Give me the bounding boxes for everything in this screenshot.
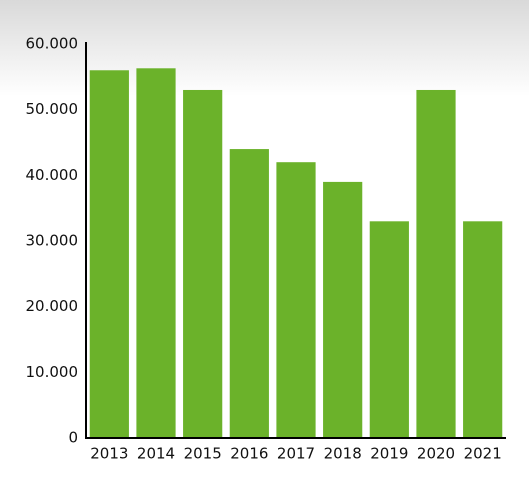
- bar: [136, 68, 176, 439]
- x-tick-label: 2013: [90, 445, 128, 463]
- bar: [323, 181, 363, 438]
- x-tick-label: 2020: [417, 445, 455, 463]
- bar: [229, 149, 269, 439]
- y-tick-label: 60.000: [26, 35, 79, 53]
- bar: [276, 162, 316, 438]
- x-tick-label: 2016: [230, 445, 268, 463]
- y-tick-label: 50.000: [26, 100, 79, 118]
- bar: [463, 221, 503, 438]
- x-tick-label: 2014: [137, 445, 175, 463]
- y-tick-label: 0: [68, 429, 78, 447]
- x-tick-label: 2018: [324, 445, 362, 463]
- bar: [183, 89, 223, 438]
- y-tick-label: 40.000: [26, 166, 79, 184]
- bar: [369, 221, 409, 438]
- y-tick-label: 20.000: [26, 297, 79, 315]
- bar: [89, 70, 129, 439]
- x-tick-label: 2015: [184, 445, 222, 463]
- x-tick-label: 2017: [277, 445, 315, 463]
- x-tick-label: 2019: [370, 445, 408, 463]
- x-tick-label: 2021: [464, 445, 502, 463]
- y-tick-label: 30.000: [26, 232, 79, 250]
- y-tick-label: 10.000: [26, 363, 79, 381]
- bar: [416, 89, 456, 438]
